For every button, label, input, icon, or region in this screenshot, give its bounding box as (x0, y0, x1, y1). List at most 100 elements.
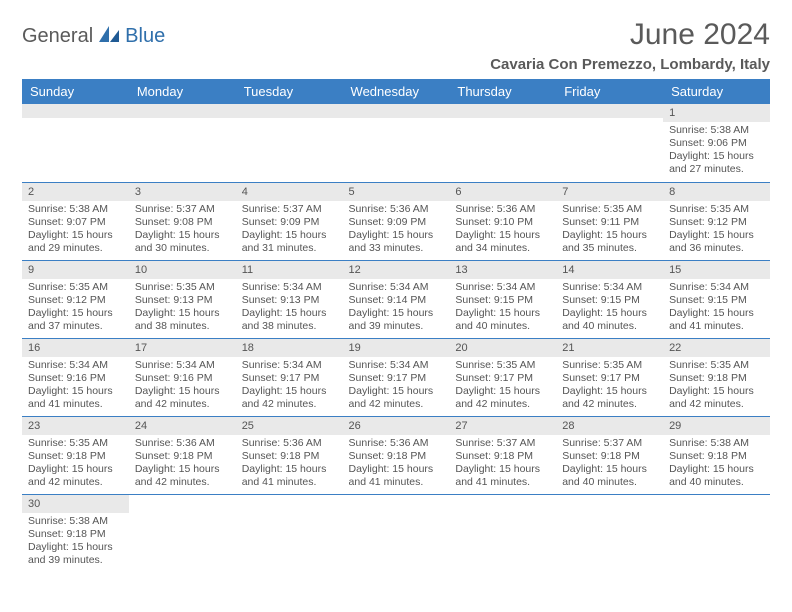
day-number: 3 (129, 183, 236, 201)
day-body: Sunrise: 5:38 AMSunset: 9:06 PMDaylight:… (663, 122, 770, 180)
calendar-cell: 10Sunrise: 5:35 AMSunset: 9:13 PMDayligh… (129, 260, 236, 338)
sail-icon (97, 24, 121, 49)
day-body: Sunrise: 5:36 AMSunset: 9:18 PMDaylight:… (236, 435, 343, 493)
calendar-cell: 29Sunrise: 5:38 AMSunset: 9:18 PMDayligh… (663, 416, 770, 494)
sunset-line: Sunset: 9:17 PM (349, 372, 444, 385)
day-body: Sunrise: 5:38 AMSunset: 9:18 PMDaylight:… (22, 513, 129, 571)
sunrise-line: Sunrise: 5:37 AM (562, 437, 657, 450)
daylight-line: Daylight: 15 hours and 33 minutes. (349, 229, 444, 255)
day-body: Sunrise: 5:35 AMSunset: 9:12 PMDaylight:… (22, 279, 129, 337)
daylight-line: Daylight: 15 hours and 34 minutes. (455, 229, 550, 255)
sunset-line: Sunset: 9:16 PM (135, 372, 230, 385)
calendar-cell: 8Sunrise: 5:35 AMSunset: 9:12 PMDaylight… (663, 182, 770, 260)
daylight-line: Daylight: 15 hours and 42 minutes. (669, 385, 764, 411)
daylight-line: Daylight: 15 hours and 35 minutes. (562, 229, 657, 255)
daylight-line: Daylight: 15 hours and 27 minutes. (669, 150, 764, 176)
sunset-line: Sunset: 9:12 PM (28, 294, 123, 307)
sunrise-line: Sunrise: 5:36 AM (242, 437, 337, 450)
daylight-line: Daylight: 15 hours and 40 minutes. (669, 463, 764, 489)
calendar-cell (663, 494, 770, 572)
sunset-line: Sunset: 9:15 PM (669, 294, 764, 307)
sunrise-line: Sunrise: 5:35 AM (669, 203, 764, 216)
sunset-line: Sunset: 9:12 PM (669, 216, 764, 229)
calendar-body: 1Sunrise: 5:38 AMSunset: 9:06 PMDaylight… (22, 104, 770, 572)
day-number: 6 (449, 183, 556, 201)
daylight-line: Daylight: 15 hours and 38 minutes. (135, 307, 230, 333)
day-body: Sunrise: 5:36 AMSunset: 9:10 PMDaylight:… (449, 201, 556, 259)
day-body: Sunrise: 5:35 AMSunset: 9:18 PMDaylight:… (663, 357, 770, 415)
sunset-line: Sunset: 9:18 PM (669, 450, 764, 463)
sunset-line: Sunset: 9:09 PM (242, 216, 337, 229)
day-number: 21 (556, 339, 663, 357)
sunrise-line: Sunrise: 5:37 AM (242, 203, 337, 216)
sunrise-line: Sunrise: 5:37 AM (455, 437, 550, 450)
day-number: 22 (663, 339, 770, 357)
sunrise-line: Sunrise: 5:38 AM (28, 203, 123, 216)
sunrise-line: Sunrise: 5:34 AM (349, 281, 444, 294)
calendar-header-row: SundayMondayTuesdayWednesdayThursdayFrid… (22, 79, 770, 104)
day-body: Sunrise: 5:37 AMSunset: 9:08 PMDaylight:… (129, 201, 236, 259)
day-number: 30 (22, 495, 129, 513)
calendar-cell: 25Sunrise: 5:36 AMSunset: 9:18 PMDayligh… (236, 416, 343, 494)
day-number: 13 (449, 261, 556, 279)
day-number: 15 (663, 261, 770, 279)
sunset-line: Sunset: 9:17 PM (562, 372, 657, 385)
calendar-cell (343, 494, 450, 572)
sunrise-line: Sunrise: 5:34 AM (135, 359, 230, 372)
sunrise-line: Sunrise: 5:35 AM (135, 281, 230, 294)
logo-text-blue: Blue (125, 25, 165, 48)
day-body: Sunrise: 5:34 AMSunset: 9:14 PMDaylight:… (343, 279, 450, 337)
day-body: Sunrise: 5:38 AMSunset: 9:18 PMDaylight:… (663, 435, 770, 493)
sunset-line: Sunset: 9:10 PM (455, 216, 550, 229)
day-body: Sunrise: 5:34 AMSunset: 9:16 PMDaylight:… (22, 357, 129, 415)
day-number: 27 (449, 417, 556, 435)
sunrise-line: Sunrise: 5:35 AM (562, 359, 657, 372)
daylight-line: Daylight: 15 hours and 40 minutes. (562, 463, 657, 489)
day-body: Sunrise: 5:34 AMSunset: 9:15 PMDaylight:… (556, 279, 663, 337)
day-body: Sunrise: 5:38 AMSunset: 9:07 PMDaylight:… (22, 201, 129, 259)
sunset-line: Sunset: 9:16 PM (28, 372, 123, 385)
sunset-line: Sunset: 9:08 PM (135, 216, 230, 229)
day-number: 26 (343, 417, 450, 435)
sunset-line: Sunset: 9:18 PM (562, 450, 657, 463)
sunrise-line: Sunrise: 5:36 AM (455, 203, 550, 216)
calendar-cell: 13Sunrise: 5:34 AMSunset: 9:15 PMDayligh… (449, 260, 556, 338)
sunset-line: Sunset: 9:07 PM (28, 216, 123, 229)
day-body: Sunrise: 5:35 AMSunset: 9:13 PMDaylight:… (129, 279, 236, 337)
day-number: 20 (449, 339, 556, 357)
day-number: 1 (663, 104, 770, 122)
calendar-cell: 14Sunrise: 5:34 AMSunset: 9:15 PMDayligh… (556, 260, 663, 338)
day-number: 18 (236, 339, 343, 357)
day-number: 9 (22, 261, 129, 279)
calendar-cell: 16Sunrise: 5:34 AMSunset: 9:16 PMDayligh… (22, 338, 129, 416)
day-body: Sunrise: 5:35 AMSunset: 9:11 PMDaylight:… (556, 201, 663, 259)
sunrise-line: Sunrise: 5:38 AM (28, 515, 123, 528)
day-number: 24 (129, 417, 236, 435)
daylight-line: Daylight: 15 hours and 37 minutes. (28, 307, 123, 333)
sunrise-line: Sunrise: 5:38 AM (669, 437, 764, 450)
day-body: Sunrise: 5:34 AMSunset: 9:16 PMDaylight:… (129, 357, 236, 415)
calendar-cell: 1Sunrise: 5:38 AMSunset: 9:06 PMDaylight… (663, 104, 770, 182)
daylight-line: Daylight: 15 hours and 42 minutes. (135, 463, 230, 489)
day-body: Sunrise: 5:34 AMSunset: 9:17 PMDaylight:… (343, 357, 450, 415)
sunrise-line: Sunrise: 5:37 AM (135, 203, 230, 216)
day-body: Sunrise: 5:35 AMSunset: 9:18 PMDaylight:… (22, 435, 129, 493)
sunset-line: Sunset: 9:17 PM (242, 372, 337, 385)
sunset-line: Sunset: 9:18 PM (28, 450, 123, 463)
sunrise-line: Sunrise: 5:34 AM (455, 281, 550, 294)
sunset-line: Sunset: 9:18 PM (349, 450, 444, 463)
sunset-line: Sunset: 9:18 PM (669, 372, 764, 385)
day-body: Sunrise: 5:36 AMSunset: 9:18 PMDaylight:… (343, 435, 450, 493)
calendar-cell: 17Sunrise: 5:34 AMSunset: 9:16 PMDayligh… (129, 338, 236, 416)
sunrise-line: Sunrise: 5:35 AM (562, 203, 657, 216)
sunset-line: Sunset: 9:13 PM (135, 294, 230, 307)
calendar-cell: 26Sunrise: 5:36 AMSunset: 9:18 PMDayligh… (343, 416, 450, 494)
daylight-line: Daylight: 15 hours and 41 minutes. (669, 307, 764, 333)
day-body: Sunrise: 5:37 AMSunset: 9:09 PMDaylight:… (236, 201, 343, 259)
sunset-line: Sunset: 9:18 PM (135, 450, 230, 463)
daylight-line: Daylight: 15 hours and 39 minutes. (349, 307, 444, 333)
calendar-cell (129, 494, 236, 572)
day-number: 10 (129, 261, 236, 279)
calendar-cell (22, 104, 129, 182)
day-number: 4 (236, 183, 343, 201)
